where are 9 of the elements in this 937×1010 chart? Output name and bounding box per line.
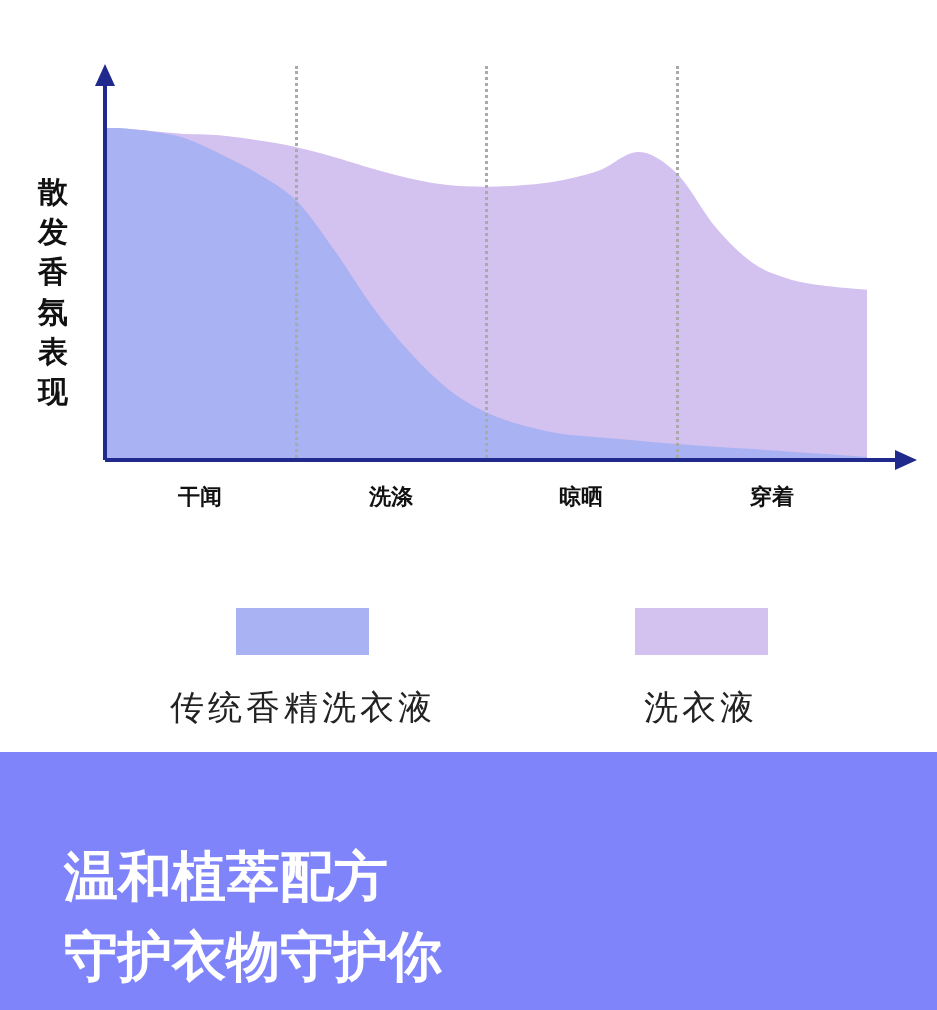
legend-label: 传统香精洗衣液 — [169, 686, 436, 729]
text: 洗涤 — [368, 483, 413, 511]
y-axis-title: 散发香氛表现 — [38, 173, 68, 411]
text: 温和植萃配方 — [64, 844, 389, 910]
text: 守护衣物守护你 — [64, 924, 443, 990]
legend-label: 洗衣液 — [644, 686, 758, 729]
text: 晾晒 — [559, 483, 604, 511]
text: 穿着 — [749, 483, 794, 511]
text: 干闻 — [178, 483, 223, 511]
